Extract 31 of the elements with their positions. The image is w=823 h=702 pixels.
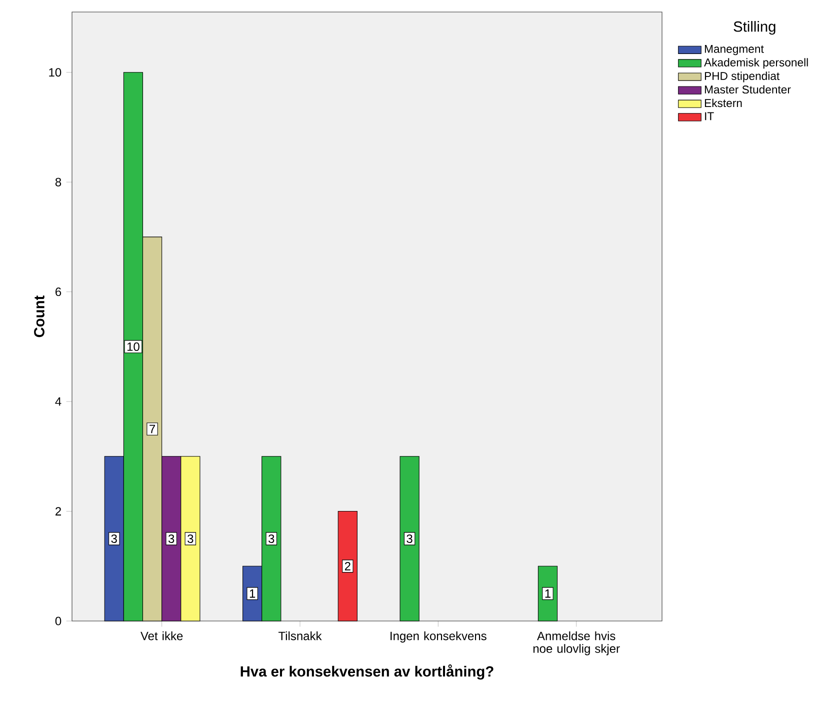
y-tick-label: 10 <box>49 68 62 77</box>
data-label: 3 <box>188 534 194 543</box>
x-tick-label: Vet ikke <box>140 631 183 640</box>
y-tick-label: 8 <box>55 178 62 186</box>
bar <box>400 456 420 622</box>
data-label: 1 <box>545 589 550 598</box>
data-label: 2 <box>344 562 350 570</box>
data-label: 7 <box>150 424 156 434</box>
data-label: 3 <box>406 534 412 543</box>
legend-label: PHD stipendiat <box>704 72 780 82</box>
data-label: 3 <box>111 534 117 543</box>
bar <box>338 510 358 622</box>
y-tick-label: 4 <box>55 397 62 406</box>
legend-label: Akademisk personell <box>704 58 808 69</box>
x-tick-label: Anmeldse hvis noe ulovlig skjer <box>533 631 620 656</box>
y-tick-label: 2 <box>56 507 61 516</box>
legend-label: Ekstern <box>704 98 742 108</box>
legend-label: IT <box>705 112 714 120</box>
data-label: 3 <box>168 534 174 543</box>
y-tick-label: 0 <box>55 616 62 626</box>
x-axis-title: Hva er konsekvensen av kortlåning? <box>240 664 494 680</box>
legend-label: Master Studenter <box>704 85 791 94</box>
x-tick-label: Ingen konsekvens <box>390 631 486 643</box>
data-label: 1 <box>250 589 256 598</box>
data-label: 10 <box>127 342 140 351</box>
x-tick-label: Tilsnakk <box>278 631 322 640</box>
legend-title: Stilling <box>734 21 776 35</box>
y-axis-title: Count <box>34 295 44 338</box>
y-tick-label: 6 <box>56 288 62 296</box>
data-label: 3 <box>268 534 274 543</box>
legend-label: Manegment <box>704 44 764 56</box>
